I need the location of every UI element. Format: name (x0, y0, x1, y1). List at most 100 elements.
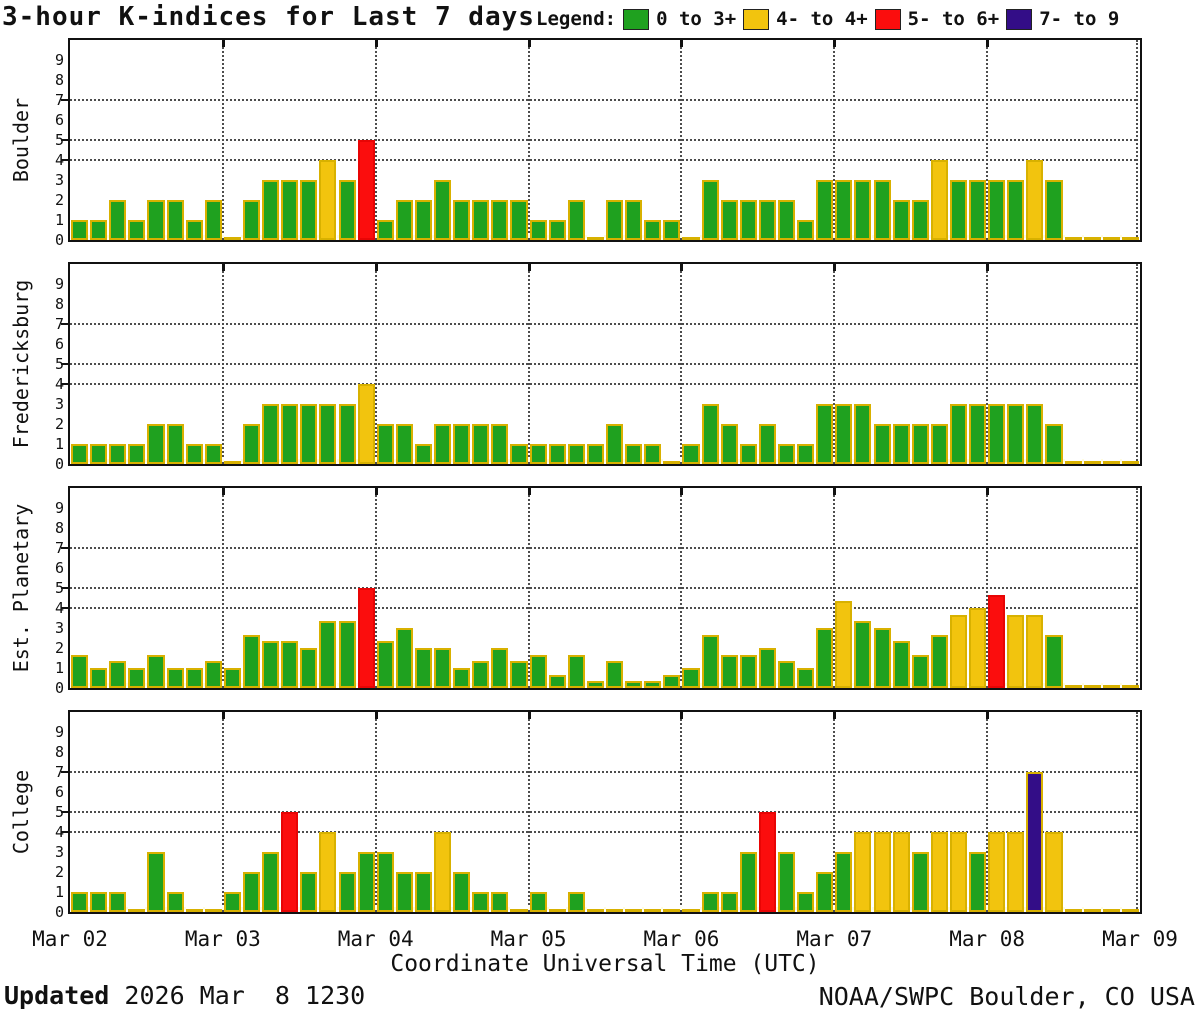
baseline-minor-tick (642, 235, 645, 238)
k-bar (720, 424, 738, 464)
baseline-minor-tick (470, 907, 473, 910)
y-tick-label-8: 8 (54, 295, 64, 313)
y-tick-label-0: 0 (54, 455, 64, 473)
y-tick-label-1: 1 (54, 435, 64, 453)
k-bar (720, 655, 738, 688)
day-gridline-2 (374, 712, 377, 912)
baseline-minor-tick (88, 907, 91, 910)
station-label-boulder: Boulder (9, 97, 33, 183)
baseline-minor-tick (565, 683, 568, 686)
baseline-minor-tick (928, 683, 931, 686)
baseline-minor-tick (852, 683, 855, 686)
baseline-minor-tick (527, 235, 530, 238)
k-bar (434, 180, 452, 240)
baseline-minor-tick (814, 907, 817, 910)
day-top-tick-3 (527, 488, 531, 495)
k-bar (625, 200, 643, 240)
day-top-tick-2 (374, 40, 378, 47)
baseline-minor-tick (604, 683, 606, 686)
baseline-minor-tick (775, 907, 778, 910)
baseline-minor-tick (699, 235, 702, 238)
k-bar (758, 200, 776, 240)
k-bar (510, 200, 528, 240)
k-bar (185, 444, 203, 464)
day-gridline-3 (527, 264, 530, 464)
x-day-label-1: Mar 03 (184, 927, 261, 951)
k-bar (491, 892, 509, 912)
y-axis-tick-k7 (61, 771, 68, 773)
baseline-minor-tick (604, 235, 606, 238)
baseline-minor-tick (1100, 235, 1103, 238)
baseline-minor-tick (164, 235, 167, 238)
k-bar (300, 872, 318, 912)
k-bar (1102, 237, 1120, 240)
day-top-tick-6 (986, 488, 990, 495)
k-bar (376, 852, 394, 912)
baseline-minor-tick (775, 459, 778, 462)
baseline-minor-tick (871, 683, 874, 686)
day-gridline-6 (986, 40, 989, 240)
baseline-minor-tick (164, 907, 167, 910)
baseline-minor-tick (126, 459, 129, 462)
k-bar (739, 852, 757, 912)
baseline-minor-tick (1005, 907, 1008, 910)
k-bar (453, 872, 471, 912)
updated-timestamp: Updated 2026 Mar 8 1230 (4, 981, 365, 1010)
baseline-minor-tick (871, 907, 874, 910)
baseline-minor-tick (164, 459, 167, 462)
k-bar (1026, 404, 1044, 464)
baseline-minor-tick (279, 459, 282, 462)
k-bar (109, 892, 127, 912)
baseline-minor-tick (814, 683, 817, 686)
k-bar (281, 180, 299, 240)
baseline-minor-tick (527, 683, 530, 686)
baseline-minor-tick (1119, 235, 1122, 238)
k-bar (109, 661, 127, 688)
baseline-minor-tick (240, 235, 243, 238)
baseline-minor-tick (814, 235, 817, 238)
baseline-minor-tick (432, 459, 435, 462)
day-gridline-2 (374, 264, 377, 464)
baseline-minor-tick (183, 683, 186, 686)
baseline-minor-tick (1062, 907, 1065, 910)
k-bar (300, 180, 318, 240)
baseline-minor-tick (584, 459, 587, 462)
k-bar (529, 220, 547, 240)
k-bar (777, 852, 796, 912)
baseline-minor-tick (967, 683, 970, 686)
k-bar (1083, 461, 1101, 464)
baseline-minor-tick (737, 235, 740, 238)
k-bar (242, 872, 261, 912)
k-bar (567, 655, 585, 688)
k-bar (262, 180, 280, 240)
k-bar (166, 668, 184, 688)
day-top-tick-4 (680, 264, 684, 271)
baseline-minor-tick (795, 907, 798, 910)
k-bar (854, 832, 872, 912)
k-bar (491, 200, 509, 240)
baseline-minor-tick (298, 907, 301, 910)
station-label-est-planetary: Est. Planetary (9, 503, 33, 673)
k-bar (586, 237, 604, 240)
baseline-minor-tick (527, 459, 530, 462)
station-label-college: College (9, 769, 33, 855)
baseline-minor-tick (508, 235, 511, 238)
day-gridline-1 (221, 488, 224, 688)
k-bar (147, 424, 165, 464)
k-bar (223, 237, 241, 240)
k-bar (644, 681, 662, 688)
baseline-minor-tick (374, 459, 377, 462)
legend-swatch-1 (743, 8, 770, 30)
y-tick-label-9: 9 (54, 275, 64, 293)
updated-value: 2026 Mar 8 1230 (109, 981, 366, 1010)
y-tick-label-4: 4 (54, 823, 64, 841)
baseline-minor-tick (584, 235, 587, 238)
k-bar (242, 635, 261, 688)
k-bar (90, 444, 108, 464)
k-bar (644, 909, 662, 912)
k-bar (701, 180, 719, 240)
baseline-minor-tick (756, 459, 759, 462)
baseline-minor-tick (947, 235, 950, 238)
k-bar (1102, 461, 1120, 464)
baseline-minor-tick (737, 459, 740, 462)
